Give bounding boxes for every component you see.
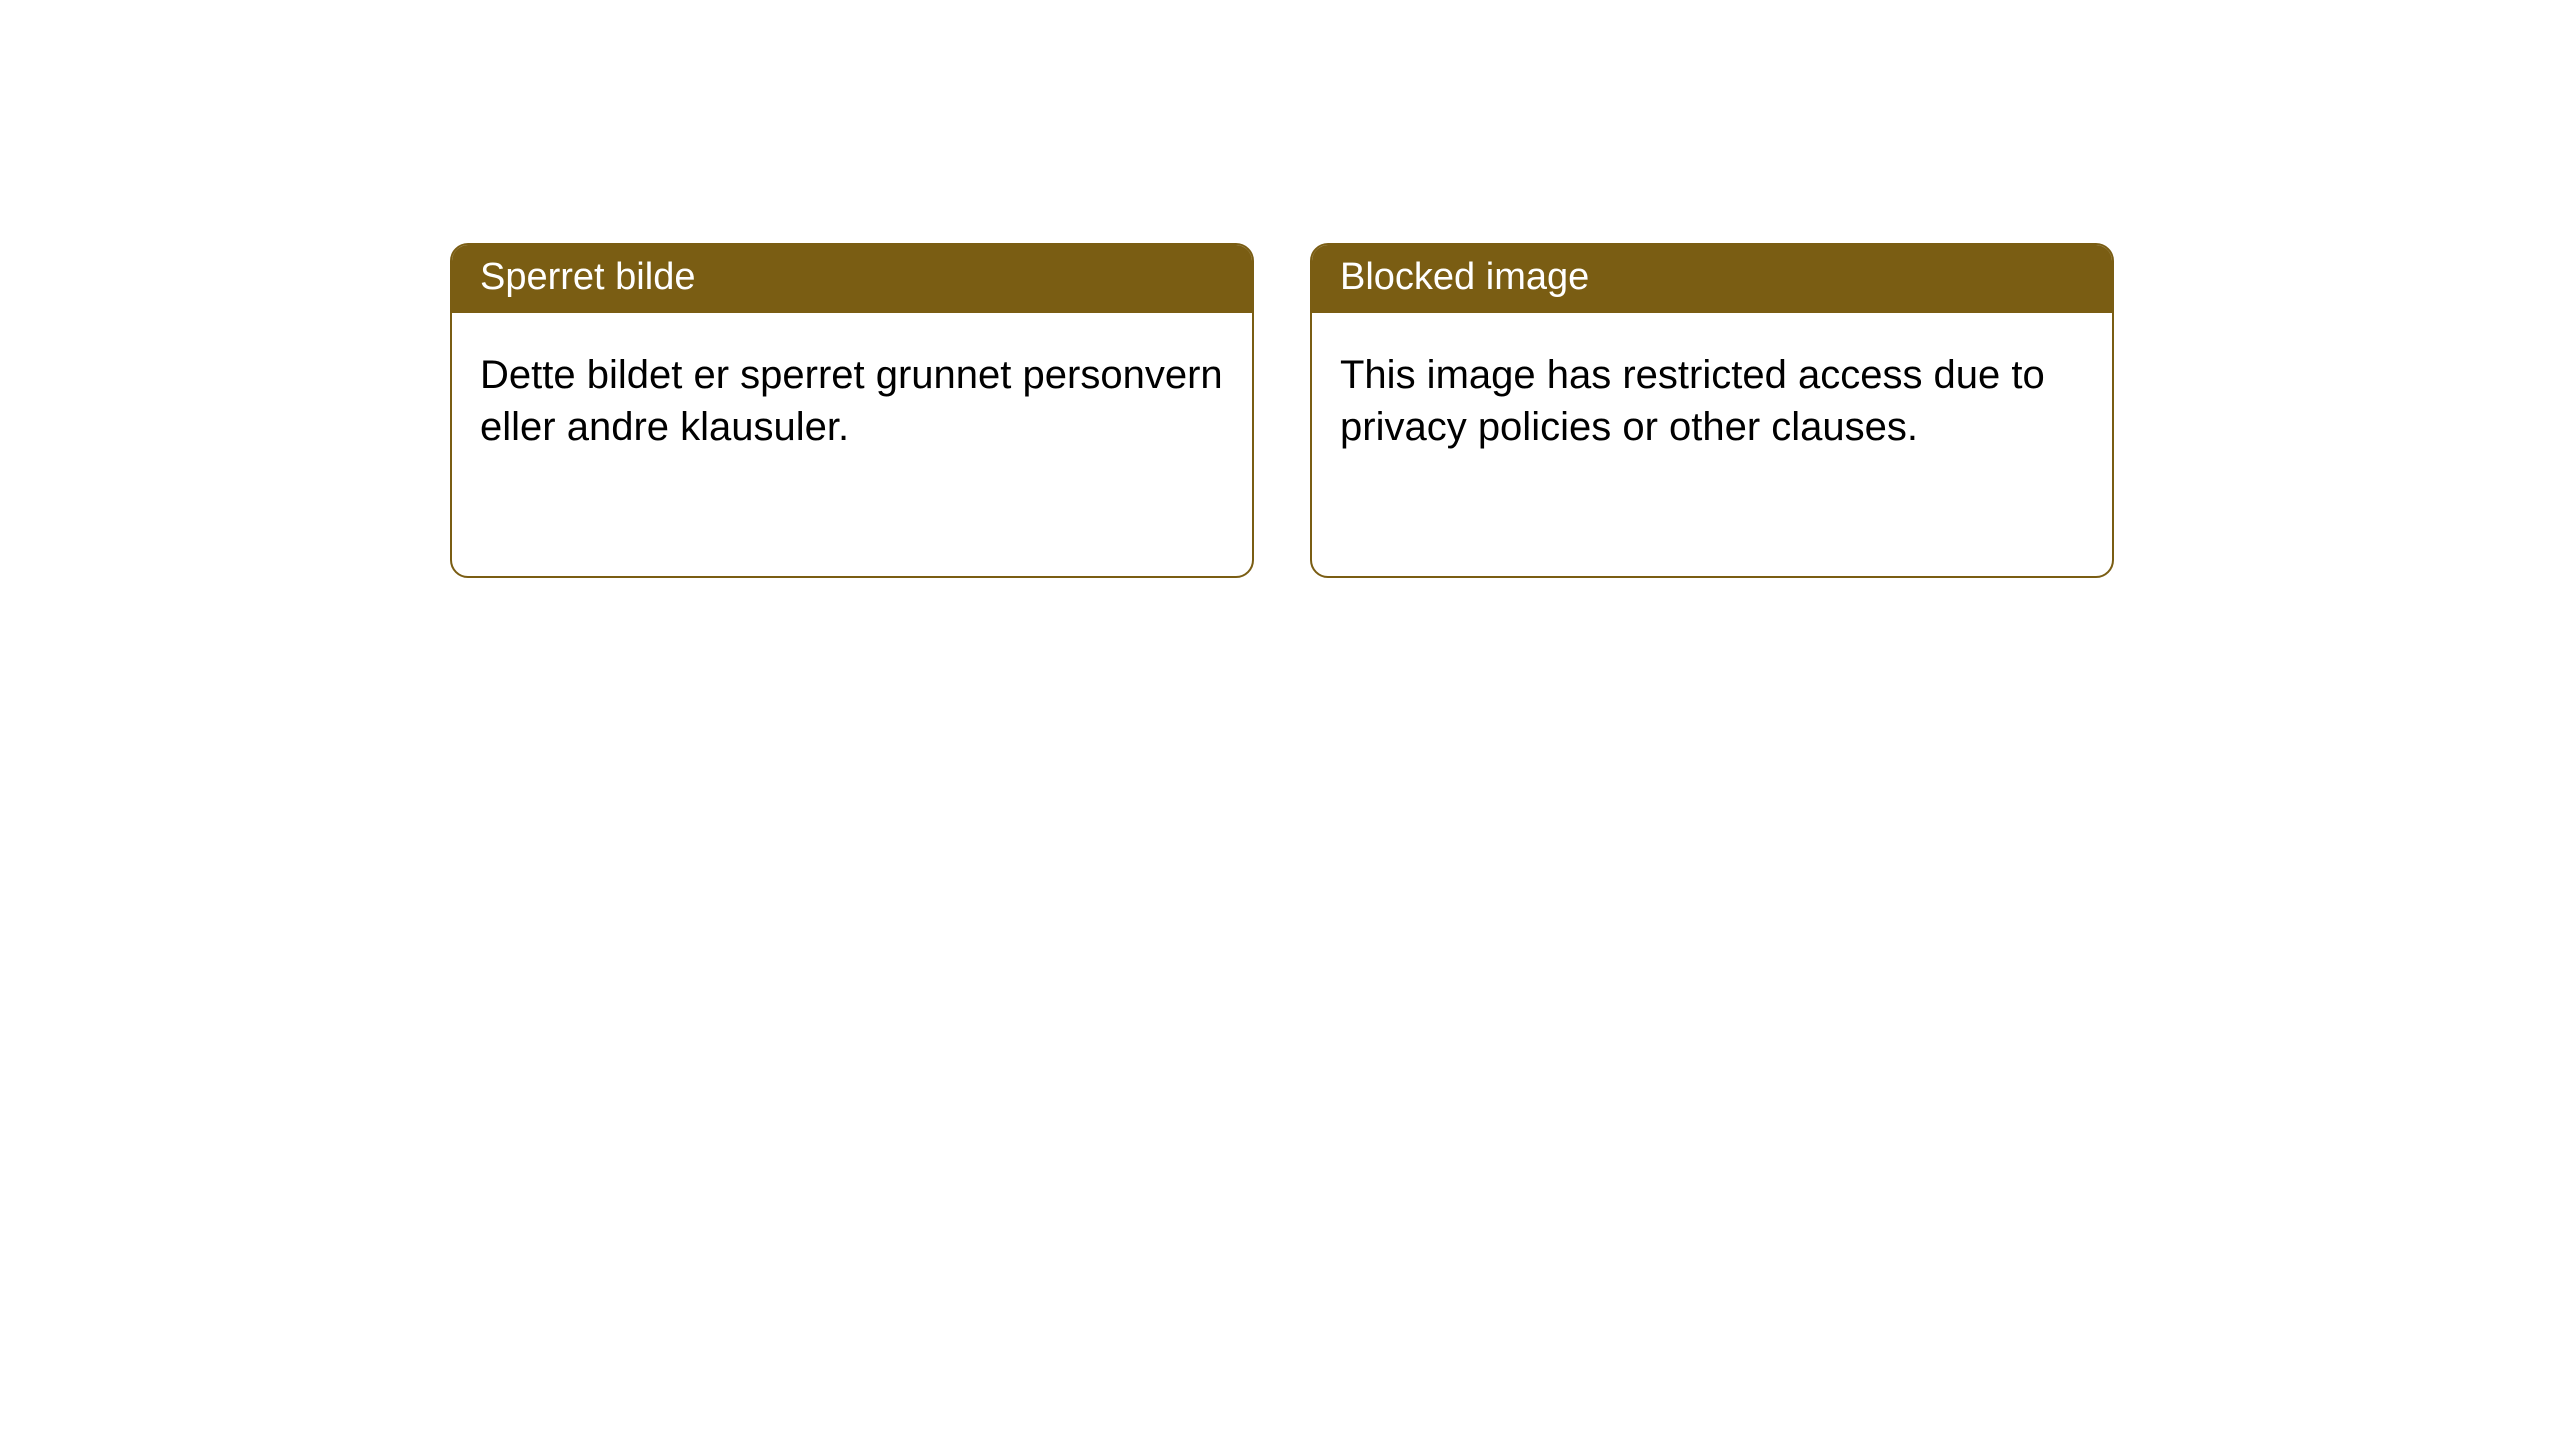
card-body: This image has restricted access due to … xyxy=(1312,313,2112,481)
card-header: Sperret bilde xyxy=(452,245,1252,313)
blocked-image-card-en: Blocked image This image has restricted … xyxy=(1310,243,2114,578)
card-header: Blocked image xyxy=(1312,245,2112,313)
card-body: Dette bildet er sperret grunnet personve… xyxy=(452,313,1252,481)
cards-container: Sperret bilde Dette bildet er sperret gr… xyxy=(0,0,2560,578)
blocked-image-card-no: Sperret bilde Dette bildet er sperret gr… xyxy=(450,243,1254,578)
